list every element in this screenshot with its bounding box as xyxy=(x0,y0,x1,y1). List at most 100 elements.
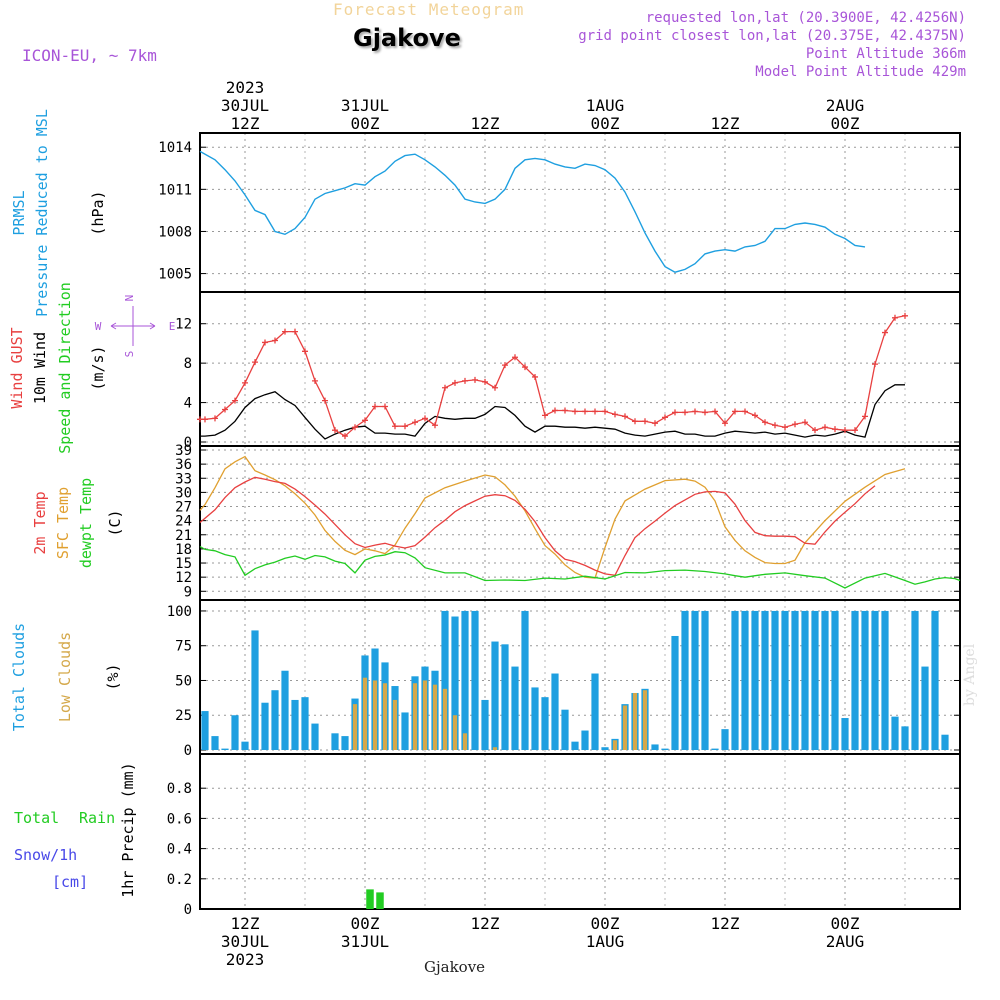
gust-marker xyxy=(382,403,388,410)
total-cloud-bar xyxy=(841,718,849,750)
gust-marker xyxy=(362,417,368,424)
y-tick-label: 39 xyxy=(175,443,192,459)
total-cloud-bar xyxy=(911,610,919,750)
gust-marker xyxy=(812,427,818,434)
top-time-label: 00Z xyxy=(351,114,380,133)
gust-marker xyxy=(222,406,228,413)
precip-frame xyxy=(199,753,961,910)
gust-marker xyxy=(882,329,888,336)
y-tick-label: 24 xyxy=(175,514,192,530)
y-tick-label: 12 xyxy=(175,317,192,333)
wind-gust-label: Wind GUST xyxy=(8,327,26,408)
total-cloud-bar xyxy=(451,616,459,750)
total-cloud-bar xyxy=(221,748,229,750)
total-cloud-bar xyxy=(571,741,579,750)
gust-marker xyxy=(312,377,318,384)
wind-frame xyxy=(199,291,961,447)
y-tick-label: 18 xyxy=(175,542,192,558)
y-tick-label: 100 xyxy=(167,604,192,620)
pressure-panel: 1005 1008 1011 1014 xyxy=(158,132,961,293)
total-cloud-bar xyxy=(731,610,739,750)
total-cloud-bar xyxy=(751,610,759,750)
gust-marker xyxy=(672,409,678,416)
y-tick-label: 4 xyxy=(184,396,192,412)
y-tick-label: 75 xyxy=(175,639,192,655)
sfc-temp-line xyxy=(199,455,906,579)
model-altitude: Model Point Altitude 429m xyxy=(755,64,966,80)
forecast-meteogram-title: Forecast Meteogram xyxy=(333,0,525,19)
y-tick-label: 0.8 xyxy=(167,781,192,797)
compass-n-label: N xyxy=(123,295,136,302)
low-cloud-bar xyxy=(442,688,448,750)
bottom-time-label: 12Z xyxy=(471,914,500,933)
footer-location: Gjakove xyxy=(424,958,486,976)
bottom-time-label: 00Z xyxy=(831,914,860,933)
bottom-time-label: 2AUG xyxy=(826,932,865,951)
y-tick-label: 21 xyxy=(175,528,192,544)
y-tick-label: 0.6 xyxy=(167,811,192,827)
gust-marker xyxy=(842,427,848,434)
gust-marker xyxy=(852,427,858,434)
pressure-unit-label: (hPa) xyxy=(89,190,107,235)
bottom-time-label: 30JUL xyxy=(221,932,269,951)
gust-marker xyxy=(512,354,518,361)
gust-marker xyxy=(592,408,598,415)
gust-marker xyxy=(342,433,348,440)
gust-marker xyxy=(692,408,698,415)
gust-marker xyxy=(432,422,438,429)
y-tick-label: 9 xyxy=(184,584,192,600)
dewpt-temp-label: dewpt Temp xyxy=(77,478,95,568)
gust-marker xyxy=(452,379,458,386)
low-cloud-bar xyxy=(632,692,638,750)
model-label: ICON-EU, ~ 7km xyxy=(22,46,157,65)
top-time-label: 2023 xyxy=(226,78,265,97)
total-cloud-bar xyxy=(721,729,729,750)
total-cloud-bar xyxy=(831,610,839,750)
y-tick-label: 8 xyxy=(184,356,192,372)
gust-marker xyxy=(642,418,648,425)
gust-marker xyxy=(792,421,798,428)
top-time-label: 00Z xyxy=(831,114,860,133)
gust-marker xyxy=(212,415,218,422)
total-cloud-bar xyxy=(311,723,319,750)
total-cloud-bar xyxy=(261,702,269,750)
low-cloud-bar xyxy=(492,747,498,750)
gust-marker xyxy=(262,339,268,346)
gust-marker xyxy=(602,408,608,415)
bottom-time-label: 31JUL xyxy=(341,932,389,951)
gust-marker xyxy=(732,408,738,415)
low-cloud-bar xyxy=(382,683,388,750)
temp-2m-label: 2m Temp xyxy=(31,491,49,554)
wind-unit-label: (m/s) xyxy=(89,345,107,390)
top-time-label: 31JUL xyxy=(341,96,389,115)
total-cloud-bar xyxy=(231,715,239,750)
rain-bar xyxy=(366,889,374,909)
total-cloud-bar xyxy=(811,610,819,750)
clouds-unit-label: (%) xyxy=(104,663,122,690)
bottom-time-label: 2023 xyxy=(226,950,265,969)
pressure-frame xyxy=(199,132,961,293)
gust-marker xyxy=(652,420,658,427)
total-cloud-bar xyxy=(471,610,479,750)
gust-marker xyxy=(552,407,558,414)
gust-marker xyxy=(412,419,418,426)
total-cloud-bar xyxy=(201,711,209,750)
gust-marker xyxy=(832,426,838,433)
low-cloud-bar xyxy=(412,683,418,750)
temp-unit-label: (C) xyxy=(106,509,124,536)
gust-marker xyxy=(302,348,308,355)
y-tick-label: 1008 xyxy=(158,224,192,240)
y-tick-label: 0.4 xyxy=(167,842,192,858)
low-cloud-bar xyxy=(372,680,378,750)
gust-marker xyxy=(892,314,898,321)
total-cloud-bar xyxy=(441,610,449,750)
total-cloud-bar xyxy=(921,666,929,750)
total-cloud-bar xyxy=(341,736,349,750)
total-cloud-bar xyxy=(551,673,559,750)
sfc-temp-label: SFC Temp xyxy=(54,487,72,559)
low-cloud-bar xyxy=(362,677,368,750)
y-tick-label: 12 xyxy=(175,570,192,586)
total-cloud-bar xyxy=(901,726,909,750)
precip-cm-label: [cm] xyxy=(52,873,88,891)
gust-marker xyxy=(482,378,488,385)
